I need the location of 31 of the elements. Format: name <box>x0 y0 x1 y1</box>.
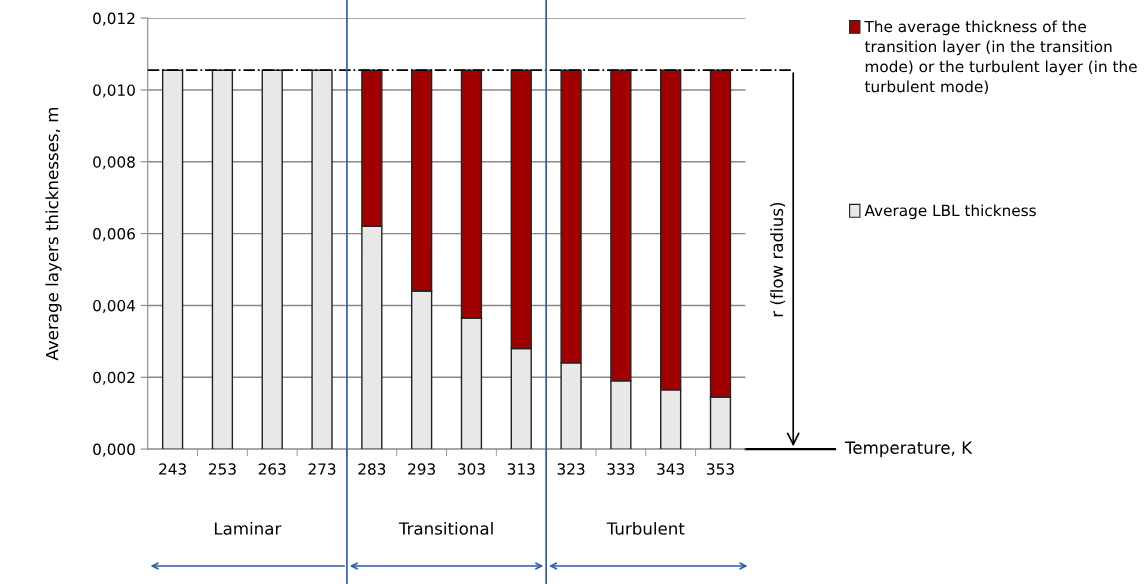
legend-label: Average LBL thickness <box>864 204 1036 220</box>
bar <box>261 69 283 450</box>
x-tick-label: 293 <box>408 463 435 475</box>
x-tick-label: 253 <box>208 463 236 475</box>
x-tick-label: 313 <box>507 463 535 475</box>
y-tick-label: 0,010 <box>93 84 135 98</box>
text: Temperature, K <box>844 441 973 458</box>
x-tick-label: 323 <box>557 463 585 475</box>
y-tick-label: 0,000 <box>93 443 135 457</box>
text: r (flow radius) <box>770 202 786 317</box>
y-tick-label: 0,008 <box>93 156 135 170</box>
text: Laminar <box>214 521 282 535</box>
x-tick-label: 343 <box>657 463 685 475</box>
x-tick-label: 243 <box>159 463 186 475</box>
x-tick-label: 263 <box>258 463 286 475</box>
text: Turbulent <box>606 521 685 535</box>
text: Transitional <box>398 521 493 535</box>
y-tick-label: 0,012 <box>93 12 135 26</box>
y-tick-label: 0,004 <box>93 299 136 314</box>
x-tick-label: 303 <box>458 463 485 475</box>
y-axis-title: Average layers thicknesses, m <box>45 108 62 361</box>
x-tick-label: 333 <box>607 463 635 475</box>
bar <box>211 69 234 450</box>
x-tick-label: 273 <box>308 463 336 475</box>
bar <box>161 69 184 450</box>
bar <box>311 69 333 450</box>
y-tick-label: 0,002 <box>93 371 135 385</box>
legend-label: The average thickness of the transition layer (in the transition mode) or the turbulent layer (in the turbulent mode) <box>864 20 1137 95</box>
x-tick-label: 283 <box>358 463 386 475</box>
y-tick-label: 0,006 <box>93 228 135 242</box>
x-tick-label: 353 <box>707 463 734 475</box>
